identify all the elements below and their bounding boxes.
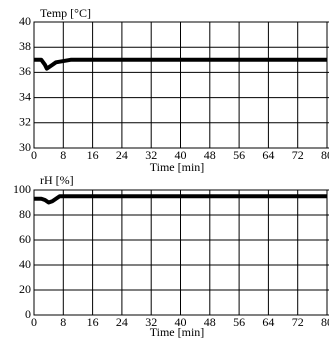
data-line	[34, 57, 327, 71]
x-tick-label: 16	[87, 148, 99, 162]
x-tick-label: 16	[87, 315, 99, 329]
data-line	[34, 194, 327, 205]
x-tick-label: 24	[116, 148, 128, 162]
x-tick-label: 8	[60, 315, 66, 329]
y-tick-label: 40	[19, 14, 31, 28]
x-tick-label: 80	[321, 315, 329, 329]
y-tick-label: 32	[19, 115, 31, 129]
y-tick-label: 40	[19, 257, 31, 271]
x-tick-label: 40	[175, 148, 187, 162]
chart-title: Temp [°C]	[40, 6, 91, 20]
plot-area	[33, 21, 329, 149]
x-tick-label: 72	[292, 148, 304, 162]
y-tick-label: 100	[13, 182, 31, 196]
y-tick-label: 36	[19, 64, 31, 78]
x-tick-label: 64	[262, 148, 274, 162]
x-tick-label: 72	[292, 315, 304, 329]
x-tick-label: 32	[145, 148, 157, 162]
x-axis-label: Time [min]	[150, 160, 205, 174]
y-tick-label: 0	[25, 307, 31, 321]
x-tick-label: 48	[204, 148, 216, 162]
chart-title: rH [%]	[40, 173, 74, 187]
y-tick-label: 34	[19, 89, 31, 103]
x-tick-label: 0	[31, 315, 37, 329]
x-tick-label: 80	[321, 148, 329, 162]
y-tick-label: 60	[19, 232, 31, 246]
x-tick-label: 0	[31, 148, 37, 162]
y-tick-label: 30	[19, 140, 31, 154]
x-tick-label: 64	[262, 315, 274, 329]
x-tick-label: 8	[60, 148, 66, 162]
y-tick-label: 80	[19, 207, 31, 221]
x-tick-label: 32	[145, 315, 157, 329]
x-tick-label: 40	[175, 315, 187, 329]
plot-area	[33, 189, 329, 316]
x-tick-label: 56	[233, 148, 245, 162]
x-axis-label: Time [min]	[150, 325, 205, 339]
x-tick-label: 24	[116, 315, 128, 329]
x-tick-label: 48	[204, 315, 216, 329]
y-tick-label: 38	[19, 39, 31, 53]
x-tick-label: 56	[233, 315, 245, 329]
y-tick-label: 20	[19, 282, 31, 296]
